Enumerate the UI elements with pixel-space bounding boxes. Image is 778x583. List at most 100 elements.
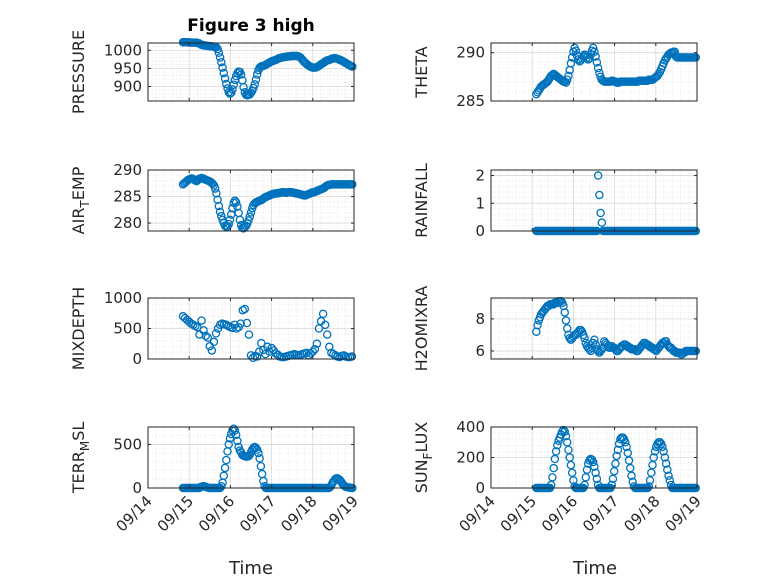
ylabel-main: PRESSURE xyxy=(69,30,88,114)
data-point xyxy=(322,330,332,339)
data-point xyxy=(220,74,230,83)
data-point xyxy=(612,451,621,461)
y-tick-label: 200 xyxy=(456,449,485,467)
data-point xyxy=(246,88,256,97)
data-point xyxy=(658,442,667,452)
data-point xyxy=(654,69,663,79)
ylabel-main: H2OMIXRA xyxy=(412,286,431,372)
data-point xyxy=(252,352,262,361)
data-point xyxy=(229,80,238,89)
data-point xyxy=(228,85,237,94)
x-tick-label: 09/14 xyxy=(456,492,499,535)
subplot-air-temp: 280 285 290 AIRTEMP xyxy=(69,161,357,234)
data-point xyxy=(560,308,569,317)
data-point xyxy=(626,463,635,473)
y-tick-label: 8 xyxy=(475,310,485,328)
data-point xyxy=(242,318,252,328)
data-point xyxy=(588,43,598,53)
data-point xyxy=(588,457,598,467)
data-point xyxy=(218,63,227,72)
data-point xyxy=(627,471,636,481)
data-point xyxy=(659,447,668,456)
data-point xyxy=(665,476,675,485)
ylabel-pressure: PRESSURE xyxy=(69,30,88,114)
x-tick-label: 09/17 xyxy=(579,492,622,535)
markers-air-temp xyxy=(178,173,357,233)
markers-pressure xyxy=(178,38,357,100)
ylabel-subscript: F xyxy=(421,452,435,459)
data-point xyxy=(308,347,318,356)
data-point xyxy=(231,198,241,207)
y-tick-label: 950 xyxy=(113,59,142,77)
y-tick-label: 1 xyxy=(475,194,485,212)
x-tick-label: 09/19 xyxy=(319,492,362,535)
data-point xyxy=(564,445,573,455)
data-point xyxy=(562,75,572,84)
data-point xyxy=(655,437,665,447)
data-point xyxy=(622,442,631,452)
x-tick-label: 09/16 xyxy=(538,492,581,535)
data-point xyxy=(213,44,222,54)
data-point xyxy=(205,341,215,351)
x-tick-label: 09/15 xyxy=(497,492,540,535)
data-point xyxy=(347,352,357,361)
data-point xyxy=(225,89,235,99)
data-point xyxy=(591,468,600,477)
ylabel-main: AIR xyxy=(69,208,88,235)
data-point xyxy=(224,440,234,449)
data-point xyxy=(660,453,670,462)
data-point xyxy=(560,77,569,86)
data-point xyxy=(215,53,225,62)
ylabel-subscript: T xyxy=(78,200,92,209)
data-point xyxy=(661,459,671,468)
data-point xyxy=(314,324,324,333)
data-point xyxy=(219,471,229,481)
data-point xyxy=(239,82,248,92)
ylabel-air-temp: AIRTEMP xyxy=(69,166,92,234)
x-tick-label: 09/15 xyxy=(154,492,197,535)
data-point xyxy=(207,346,217,355)
y-tick-label: 2 xyxy=(475,167,485,185)
data-point xyxy=(571,46,581,55)
data-point xyxy=(607,480,616,490)
data-point xyxy=(564,71,573,81)
data-point xyxy=(560,427,569,436)
data-point xyxy=(576,325,586,335)
y-tick-label: 1000 xyxy=(104,289,142,307)
data-point xyxy=(201,331,210,341)
data-point xyxy=(649,453,658,462)
data-point xyxy=(618,433,628,442)
data-point xyxy=(257,469,267,479)
ylabel-rest: EMP xyxy=(69,166,88,200)
data-point xyxy=(590,335,599,344)
data-point xyxy=(203,333,212,342)
y-tick-label: 0 xyxy=(475,222,485,240)
y-tick-label: 1000 xyxy=(104,41,142,59)
data-point xyxy=(248,353,258,363)
ylabel-terr-msl: TERRMSL xyxy=(69,422,92,495)
x-tick-label: 09/16 xyxy=(195,492,238,535)
data-point xyxy=(663,465,672,474)
data-point xyxy=(550,454,560,464)
data-point xyxy=(254,448,263,458)
data-point xyxy=(348,180,357,189)
data-point xyxy=(561,431,571,441)
data-point xyxy=(592,474,602,484)
data-point xyxy=(691,346,701,356)
data-point xyxy=(217,57,226,67)
axis-box xyxy=(490,169,698,232)
data-point xyxy=(590,47,599,56)
data-point xyxy=(624,456,634,465)
data-point xyxy=(214,48,224,58)
ylabel-main: RAINFALL xyxy=(412,163,431,238)
data-point xyxy=(561,316,571,325)
y-tick-label: 290 xyxy=(456,44,485,62)
data-point xyxy=(650,447,660,456)
x-tick-label: 09/17 xyxy=(236,492,279,535)
data-point xyxy=(549,463,558,473)
data-point xyxy=(236,319,245,328)
axis-box xyxy=(490,297,698,360)
ylabel-rainfall: RAINFALL xyxy=(412,163,431,238)
